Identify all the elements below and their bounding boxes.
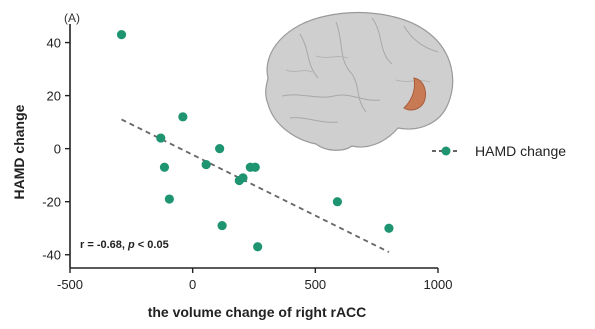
brain-lateral-view-icon — [265, 11, 454, 151]
data-point — [164, 194, 174, 204]
brain-inset — [265, 11, 454, 151]
y-ticks: -40 -20 0 20 40 — [42, 36, 70, 263]
data-point — [250, 162, 260, 172]
axes: -40 -20 0 20 40 -500 0 500 1000 — [42, 24, 452, 292]
correlation-annotation: r = -0.68, p < 0.05 — [80, 239, 169, 251]
plot-area — [116, 30, 394, 253]
data-point — [159, 162, 170, 172]
data-point — [217, 220, 227, 231]
y-tick-label: -40 — [42, 248, 61, 263]
data-point — [201, 159, 211, 170]
data-point — [178, 112, 188, 122]
roi-highlight-right-racc — [403, 77, 427, 111]
data-point — [253, 242, 263, 252]
x-axis-title: the volume change of right rACC — [148, 304, 367, 320]
y-tick-label: -20 — [42, 195, 61, 210]
stat-r-value: r = -0.68, — [80, 239, 128, 251]
x-tick-label: 500 — [304, 277, 326, 292]
stat-p-threshold: < 0.05 — [135, 239, 169, 251]
x-tick-label: 1000 — [424, 277, 453, 292]
y-tick-label: 20 — [47, 89, 61, 104]
stat-p-symbol: p — [127, 239, 135, 251]
panel-label: (A) — [64, 11, 80, 25]
data-point — [332, 197, 343, 207]
data-point — [116, 30, 127, 40]
data-point — [215, 144, 225, 154]
legend-label: HAMD change — [475, 143, 566, 159]
y-tick-label: 0 — [54, 142, 61, 157]
legend: HAMD change — [432, 143, 566, 159]
y-tick-label: 40 — [47, 36, 61, 51]
x-tick-label: 0 — [189, 277, 196, 292]
regression-trendline — [121, 118, 390, 253]
data-point — [238, 173, 248, 183]
legend-marker-swatch — [441, 146, 451, 156]
data-point — [156, 133, 166, 143]
y-axis-title: HAMD change — [11, 104, 27, 199]
data-point — [384, 223, 394, 233]
x-tick-label: -500 — [57, 277, 83, 292]
x-ticks: -500 0 500 1000 — [57, 268, 452, 292]
